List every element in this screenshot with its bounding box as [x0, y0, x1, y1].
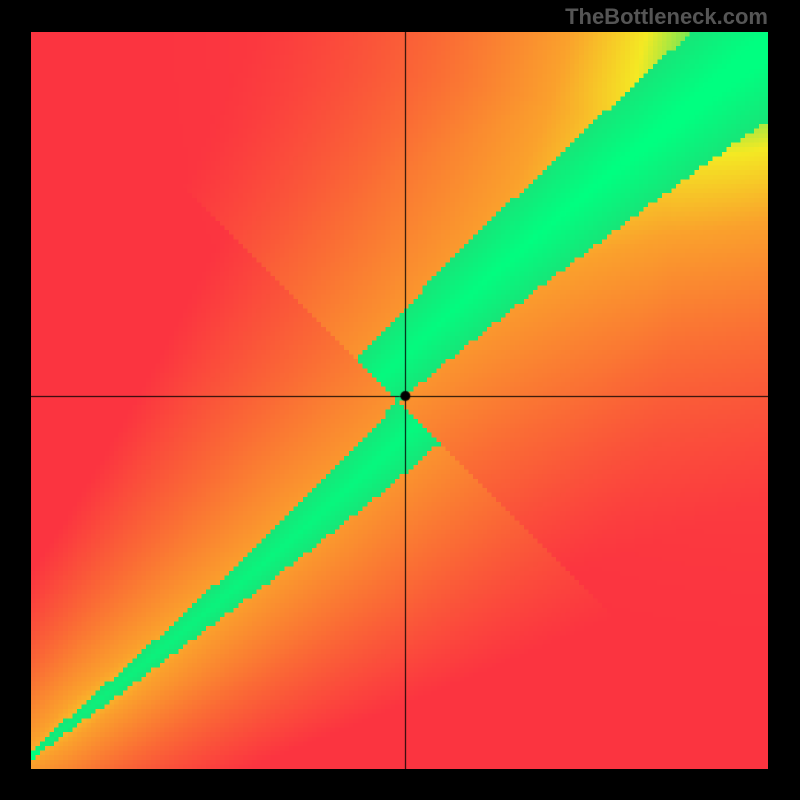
watermark-text: TheBottleneck.com [565, 4, 768, 30]
crosshair-overlay [31, 32, 768, 769]
chart-container: TheBottleneck.com [0, 0, 800, 800]
